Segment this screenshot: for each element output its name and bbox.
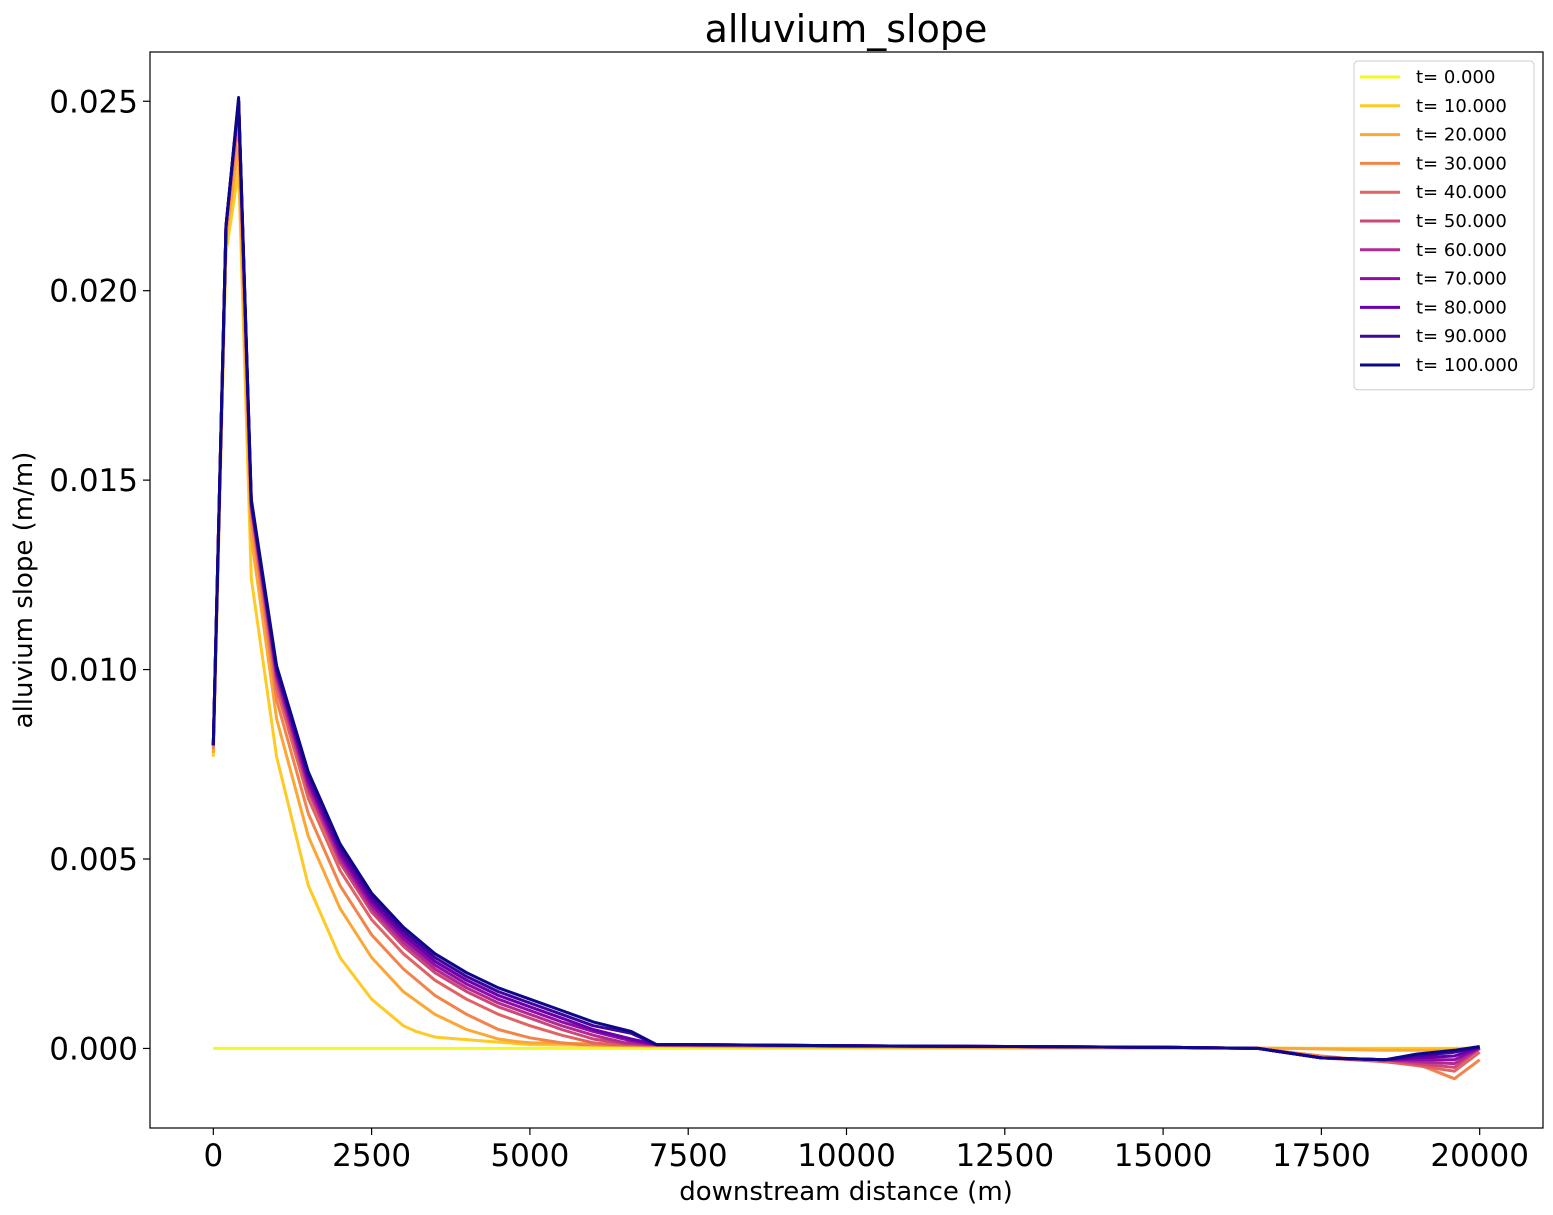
y-tick-label: 0.000 [49,1031,138,1067]
x-tick-label: 0 [203,1138,223,1174]
series-line-1 [211,168,1480,1050]
series-line-6 [211,99,1481,1066]
x-tick-label: 17500 [1272,1138,1371,1174]
series-line-7 [211,99,1481,1062]
x-tick-label: 10000 [797,1138,896,1174]
legend-entry: t= 10.000 [1416,96,1507,117]
x-tick-label: 7500 [649,1138,728,1174]
legend-entry: t= 40.000 [1416,182,1507,203]
y-tick-label: 0.015 [49,463,138,499]
series-line-9 [211,99,1481,1062]
legend-entry: t= 90.000 [1416,326,1507,347]
legend-entry: t= 70.000 [1416,269,1507,290]
x-axis-label: downstream distance (m) [679,1177,1013,1207]
plot-lines [211,96,1481,1081]
x-tick-label: 2500 [332,1138,411,1174]
y-axis-label: alluvium slope (m/m) [9,452,39,729]
legend-entry: t= 20.000 [1416,125,1507,146]
series-line-5 [211,99,1481,1069]
legend-entry: t= 100.000 [1416,355,1518,376]
y-tick-label: 0.010 [49,653,138,689]
legend: t= 0.000 t= 10.000 t= 20.000 t= 30.000 t= 40… [1353,60,1535,391]
x-tick-label: 20000 [1430,1138,1529,1174]
series-line-8 [211,99,1481,1062]
series-line-10 [211,96,1480,1062]
legend-entry: t= 0.000 [1416,67,1495,88]
y-tick-label: 0.025 [49,84,138,120]
chart-title: alluvium_slope [705,7,988,51]
x-tick-label: 12500 [955,1138,1054,1174]
legend-entry: t= 80.000 [1416,297,1507,318]
plot-frame [149,51,1544,1129]
series-line-2 [211,145,1480,1052]
legend-entry: t= 30.000 [1416,153,1507,174]
y-tick-label: 0.020 [49,274,138,310]
legend-entry: t= 60.000 [1416,240,1507,261]
x-tick-label: 15000 [1114,1138,1213,1174]
y-axis-ticks: 0.000 0.005 0.010 0.015 0.020 0.025 [49,84,150,1067]
y-tick-label: 0.005 [49,842,138,878]
x-tick-label: 5000 [490,1138,569,1174]
legend-entry: t= 50.000 [1416,211,1507,232]
x-axis-ticks: 0 2500 5000 7500 10000 12500 15000 17500 20000 [203,1128,1529,1174]
